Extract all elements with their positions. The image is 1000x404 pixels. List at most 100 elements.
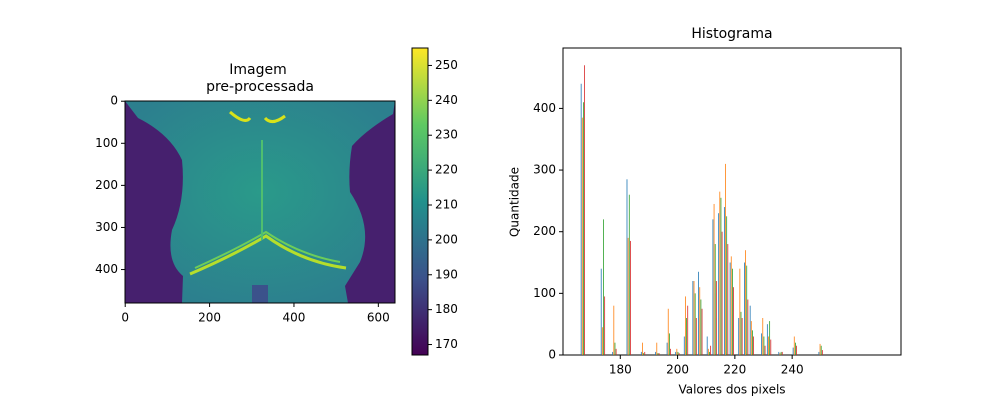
hist-bar — [604, 296, 606, 355]
hist-bar — [640, 351, 642, 355]
hist-bar — [701, 308, 703, 355]
hist-bar — [614, 342, 616, 355]
hist-bar — [744, 262, 745, 355]
hist-bar — [615, 348, 617, 355]
hist-bar — [603, 219, 604, 355]
y-tick-label: 100 — [95, 136, 118, 150]
thermal-image — [125, 101, 395, 303]
hist-bar — [752, 330, 753, 355]
hist-bar — [768, 336, 769, 355]
hist-bar — [796, 345, 797, 355]
hist-bar — [820, 345, 822, 355]
colorbar — [412, 48, 428, 355]
x-tick-label: 400 — [283, 311, 306, 325]
hist-bar — [644, 351, 646, 355]
hist-bar — [581, 117, 583, 355]
image-title: pre-processada — [206, 79, 314, 95]
hist-bar — [741, 318, 743, 355]
hist-bar — [763, 336, 765, 355]
colorbar-tick-label: 170 — [435, 337, 458, 351]
hist-bar — [729, 262, 731, 355]
hist-bar — [656, 342, 658, 355]
hist-bar — [694, 293, 696, 355]
x-tick-label: 200 — [666, 363, 689, 377]
y-axis-label: Quantidade — [508, 167, 522, 237]
y-tick-label: 400 — [95, 262, 118, 276]
hist-bar — [628, 194, 630, 355]
y-tick-label: 0 — [110, 94, 118, 108]
hist-bar — [643, 353, 645, 355]
hist-bar — [630, 240, 631, 355]
hist-bar — [706, 336, 708, 355]
y-tick-label: 300 — [95, 220, 118, 234]
hist-bar — [733, 287, 734, 355]
hist-bar — [601, 327, 603, 355]
image-title: Imagem — [229, 62, 286, 78]
x-tick-label: 240 — [781, 363, 804, 377]
hist-bar — [795, 342, 796, 355]
hist-bar — [580, 83, 582, 356]
hist-bar — [667, 308, 669, 355]
hist-bar — [700, 299, 702, 355]
hist-bar — [655, 351, 657, 355]
hist-bar — [792, 347, 794, 355]
hist-bar — [770, 339, 772, 355]
hist-bar — [715, 281, 717, 355]
hist-bar — [613, 305, 615, 355]
hist-bar — [740, 311, 742, 355]
hist-bar — [747, 299, 749, 355]
hist-bar — [746, 265, 748, 355]
hist-bar — [721, 231, 723, 355]
y-tick-label: 0 — [548, 348, 556, 362]
hist-bar — [627, 237, 629, 355]
colorbar-frame — [411, 47, 429, 356]
hist-bar — [683, 336, 685, 355]
hist-bar — [723, 207, 725, 355]
hist-bar — [666, 342, 668, 355]
x-tick-label: 0 — [121, 311, 129, 325]
y-tick-label: 100 — [533, 286, 556, 300]
y-tick-label: 200 — [95, 178, 118, 192]
hist-bar — [626, 179, 628, 355]
hist-bar — [692, 281, 694, 355]
axes-frame — [124, 100, 396, 304]
hist-bar — [749, 305, 751, 355]
hist-bar — [753, 336, 754, 355]
colorbar-tick-label: 240 — [435, 93, 458, 107]
hist-bar — [668, 333, 670, 355]
colorbar-tick-label: 220 — [435, 163, 458, 177]
colorbar-tick-label: 210 — [435, 197, 458, 211]
y-tick-label: 200 — [533, 224, 556, 238]
colorbar-tick-label: 200 — [435, 232, 458, 246]
hist-title: Histograma — [691, 26, 772, 42]
hist-bar — [821, 350, 823, 355]
hist-bar — [738, 318, 740, 355]
hist-bar — [732, 268, 733, 355]
hist-bar — [642, 342, 643, 355]
hist-bar — [780, 351, 782, 355]
hist-bar — [686, 318, 687, 355]
x-axis-label: Valores dos pixels — [678, 383, 785, 397]
hist-bar — [739, 268, 741, 355]
hist-bar — [675, 351, 677, 355]
hist-bar — [714, 244, 716, 355]
hist-bar — [745, 250, 746, 355]
hist-bar — [718, 213, 720, 355]
hist-bar — [658, 353, 660, 355]
hist-bar — [750, 321, 752, 355]
hist-bar — [676, 348, 678, 355]
y-tick-label: 400 — [533, 101, 556, 115]
y-tick-label: 300 — [533, 163, 556, 177]
hist-bar — [819, 343, 821, 355]
hist-bar — [710, 345, 712, 355]
hist-bar — [709, 351, 710, 355]
x-tick-label: 220 — [723, 363, 746, 377]
hist-bar — [726, 216, 728, 355]
hist-bar — [584, 65, 585, 355]
colorbar-tick-label: 230 — [435, 128, 458, 142]
hist-bar — [713, 203, 715, 355]
hist-bar — [685, 296, 686, 355]
hist-bar — [583, 102, 584, 355]
colorbar-tick-label: 250 — [435, 58, 458, 72]
